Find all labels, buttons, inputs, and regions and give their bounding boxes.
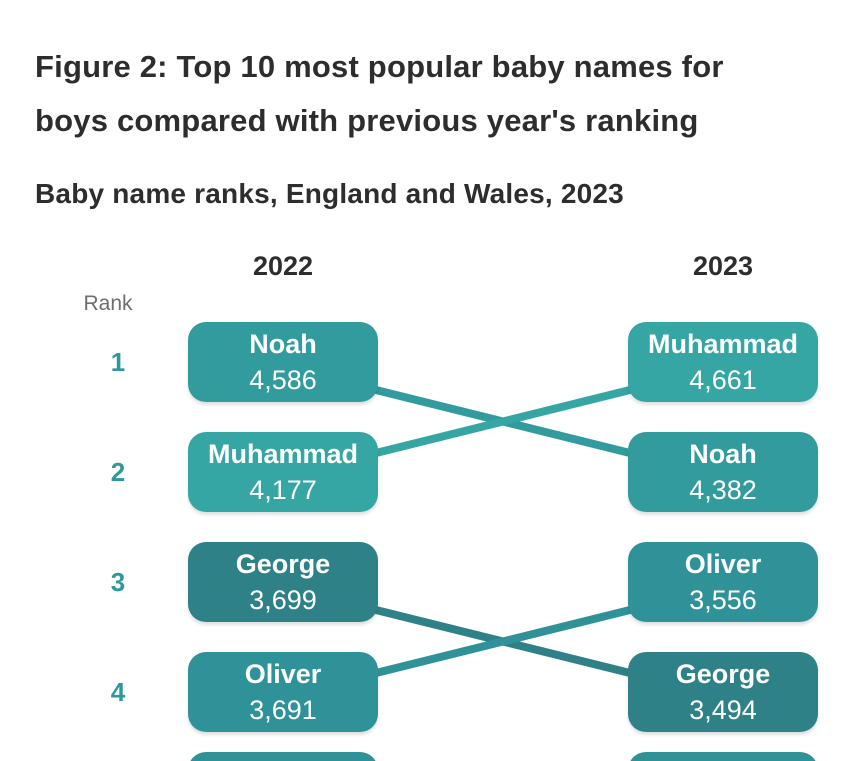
name-box-2022-rank1: Noah 4,586 <box>188 322 378 402</box>
count-label: 3,691 <box>249 695 317 725</box>
rank-number-3: 3 <box>110 566 126 597</box>
count-label: 4,177 <box>249 475 317 505</box>
column-header-2023: 2023 <box>692 251 754 281</box>
rank-axis-label: Rank <box>83 292 133 315</box>
name-label: Oliver <box>244 659 322 689</box>
name-label: Noah <box>689 439 757 469</box>
rank-number-2: 2 <box>110 456 126 487</box>
name-box-2023-rank2: Noah 4,382 <box>628 432 818 512</box>
name-box-2023-rank3: Oliver 3,556 <box>628 542 818 622</box>
figure-title: Figure 2: Top 10 most popular baby names… <box>35 49 724 139</box>
count-label: 4,586 <box>249 365 317 395</box>
name-box-2022-rank5-partial <box>188 752 378 761</box>
count-label: 4,661 <box>689 365 757 395</box>
count-label: 3,699 <box>249 585 317 615</box>
rank-number-4: 4 <box>110 676 126 707</box>
name-label: George <box>235 549 331 579</box>
count-label: 4,382 <box>689 475 757 505</box>
name-box-2023-rank5-partial <box>628 752 818 761</box>
count-label: 3,556 <box>689 585 757 615</box>
rank-change-line-muhammad <box>367 384 639 459</box>
name-label: Muhammad <box>647 329 799 359</box>
name-label: Muhammad <box>207 439 359 469</box>
count-label: 3,494 <box>689 695 757 725</box>
name-box-2022-rank3: George 3,699 <box>188 542 378 622</box>
name-box-2023-rank4: George 3,494 <box>628 652 818 732</box>
name-label: Oliver <box>684 549 762 579</box>
name-box-2022-rank2: Muhammad 4,177 <box>188 432 378 512</box>
rank-number-1: 1 <box>110 346 126 377</box>
name-box-2022-rank4: Oliver 3,691 <box>188 652 378 732</box>
rank-change-line-oliver <box>367 604 639 679</box>
name-box-2023-rank1: Muhammad 4,661 <box>628 322 818 402</box>
name-label: Noah <box>249 329 317 359</box>
figure-subtitle: Baby name ranks, England and Wales, 2023 <box>35 178 624 209</box>
name-label: George <box>675 659 771 689</box>
column-header-2022: 2022 <box>252 251 314 281</box>
